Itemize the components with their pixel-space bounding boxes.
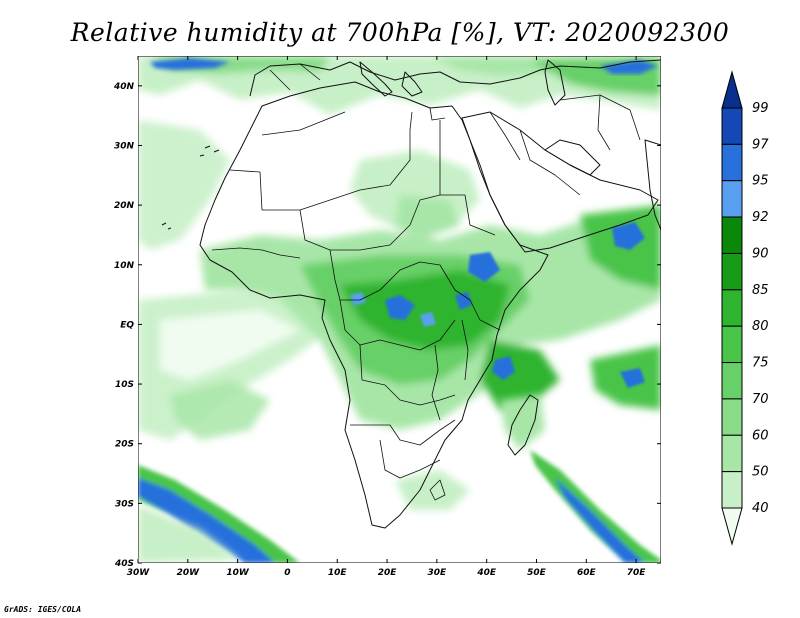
lon-tick-label: 70E [627,568,647,578]
colorbar-label: 40 [752,501,769,516]
lon-tick-label: 20E [378,568,398,578]
colorbar-label: 75 [752,356,769,371]
italy-coastline [359,61,393,97]
colorbar-swatch [721,325,743,364]
colorbar-label: 50 [752,465,769,480]
humidity-field [138,56,661,563]
caspian-coastline [544,59,566,106]
persian-gulf-coastline [544,139,601,176]
grads-credit: GrADS: IGES/COLA [4,605,81,614]
lon-tick-label: 10W [226,568,250,578]
colorbar-swatch [721,362,743,400]
latitude-axis: 40N 30N 20N 10N EQ 10S 20S 30S 40S [113,82,661,569]
colorbar-swatch [721,471,743,509]
colorbar-swatch [721,180,743,218]
humidity-tropical-blue [350,222,645,388]
lon-tick-label: 10E [328,568,348,578]
lat-tick-label: 30N [114,141,135,151]
colorbar-swatch [721,143,743,182]
coastlines [161,59,661,529]
colorbar-swatch [721,252,743,291]
map-area [138,56,661,563]
colorbar-label: 97 [752,137,769,152]
colorbar-swatch [721,434,743,473]
colorbar-label: 92 [752,210,769,225]
madagascar-coastline [507,394,539,456]
lon-tick-label: 0 [284,568,290,578]
lon-tick-label: 20W [177,568,201,578]
colorbar-label: 95 [752,174,769,189]
india-coastline [644,139,661,231]
lat-tick-label: 10N [114,261,135,271]
lon-tick-label: 30E [428,568,448,578]
europe-coastline [249,59,661,97]
greece-coastline [401,71,423,97]
colorbar-label: 90 [752,246,769,261]
lat-tick-label: 40N [113,82,135,92]
humidity-atlantic [138,120,330,440]
colorbar-label: 70 [752,392,769,407]
lon-tick-label: 40E [476,568,497,578]
colorbar-label: 85 [752,283,769,298]
colorbar-swatch [721,398,743,436]
colorbar-top-triangle [721,70,743,109]
country-borders [211,63,641,501]
colorbar-label: 60 [752,428,769,443]
colorbar-swatch [721,216,743,254]
colorbar-swatch [721,289,743,327]
humidity-north-blue [150,58,658,74]
map-title: Relative humidity at 700hPa [%], VT: 202… [70,18,730,47]
colorbar-label: 80 [752,319,769,334]
lat-tick-label: 10S [115,380,134,390]
lat-tick-label: 40S [114,559,134,569]
lat-tick-label: 20S [115,440,134,450]
arabia-coastline [461,111,659,253]
lat-tick-label: EQ [120,320,134,330]
colorbar-bottom-triangle [721,507,743,546]
colorbar-label: 99 [752,101,769,116]
cape-verde-islands [161,222,172,230]
canary-islands [199,145,220,157]
colorbar: 99 97 95 92 90 85 80 75 70 60 50 40 [721,70,769,546]
lat-tick-label: 20N [114,201,135,211]
lat-tick-label: 30S [115,499,134,509]
lon-tick-label: 30W [127,568,151,578]
longitude-axis: 30W 20W 10W 0 10E 20E 30E 40E 50E 60E 70E [127,56,647,578]
colorbar-swatch [721,107,743,145]
africa-coastline [199,81,549,529]
lon-tick-label: 50E [527,568,547,578]
humidity-south-light [138,395,545,563]
lon-tick-label: 60E [577,568,597,578]
humidity-southwest-streak [138,465,300,563]
humidity-southeast-streak [530,450,661,563]
